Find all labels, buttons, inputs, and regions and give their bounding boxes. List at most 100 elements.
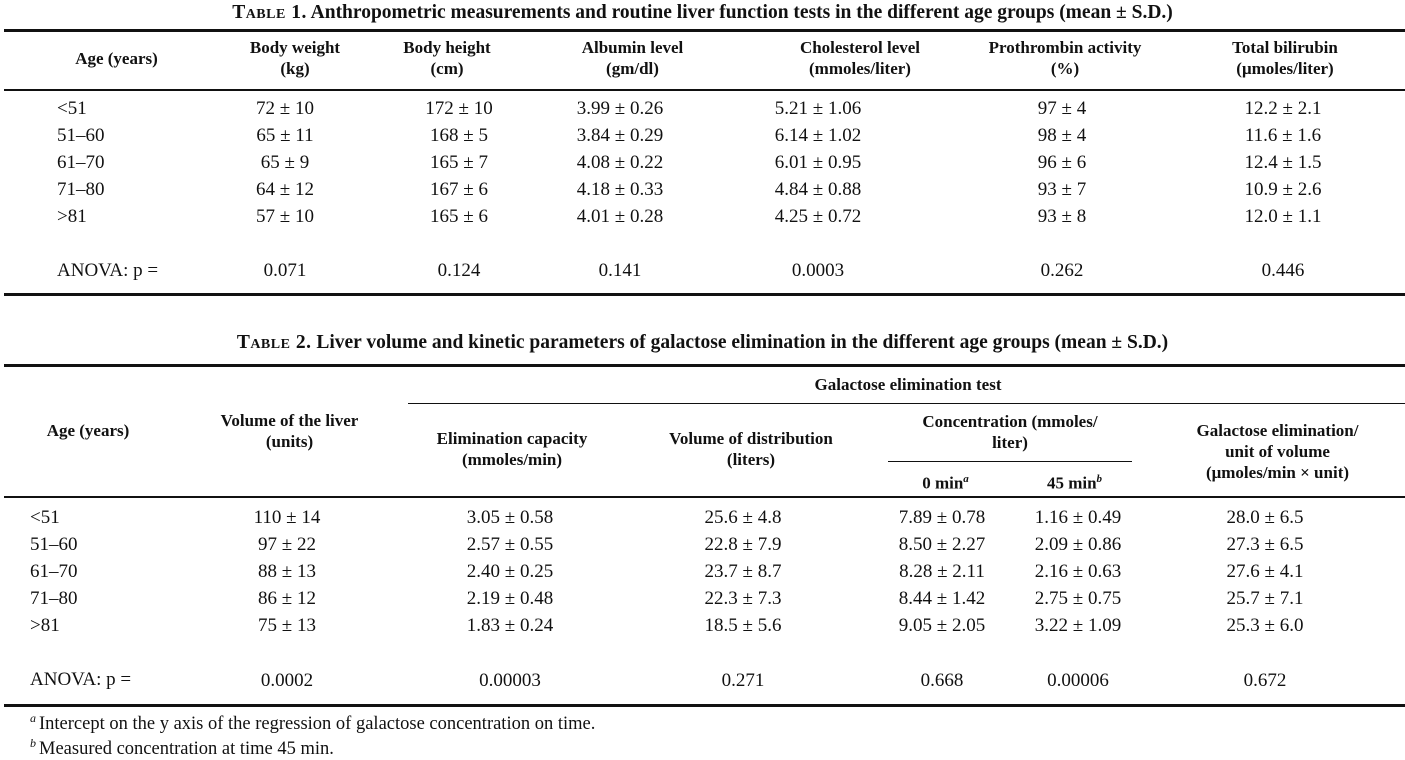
table1-cell: 4.84 ± 0.88 [774,179,862,200]
table1-cell: 4.18 ± 0.33 [576,179,664,200]
table2-cell: 86 ± 12 [258,588,316,609]
table1-cell: 12.0 ± 1.1 [1244,206,1322,227]
table1-caption-label: Table 1. [232,2,307,23]
table1-age-cell: <51 [57,98,87,119]
table2-age-cell: 51–60 [30,534,78,555]
table2-age-cell: 71–80 [30,588,78,609]
table1-header-2: Body height (cm) [403,38,491,78]
table1-cell: 96 ± 6 [1037,152,1087,173]
footnote-b: b Measured concentration at time 45 min. [30,736,334,760]
table1-header-4: Cholesterol level (mmoles/liter) [799,38,921,78]
table2-header-group: Galactose elimination test [814,375,1002,394]
table1-cell: 3.99 ± 0.26 [576,98,664,119]
table1-bottom-rule [4,293,1405,296]
table2-header-per-unit: Galactose elimination/ unit of volume (μ… [1196,421,1359,482]
table2-cell: 75 ± 13 [258,615,316,636]
table1-cell: 4.25 ± 0.72 [774,206,862,227]
table2-cell: 2.09 ± 0.86 [1034,534,1122,555]
table1-cell: 10.9 ± 2.6 [1244,179,1322,200]
table2-header-0min: 0 mina [922,473,969,493]
table1-cell: 172 ± 10 [425,98,493,119]
table2-header-concentration: Concentration (mmoles/ liter) [922,412,1098,452]
table2-bottom-rule [4,704,1405,707]
table2-cell: 27.6 ± 4.1 [1226,561,1304,582]
table1-caption-text: Anthropometric measurements and routine … [310,2,1173,23]
table1-header-1: Body weight (kg) [249,38,341,78]
table2-age-cell: <51 [30,507,60,528]
table2-header-45min: 45 minb [1046,473,1103,493]
table1-cell: 5.21 ± 1.06 [774,98,862,119]
table2-anova-cell: 0.00003 [479,670,541,691]
table1-age-cell: 51–60 [57,125,105,146]
table1-anova-cell: 0.071 [263,260,307,281]
table2-anova-cell: 0.672 [1243,670,1287,691]
table2-anova-label: ANOVA: p = [30,669,132,690]
table1-cell: 4.01 ± 0.28 [576,206,664,227]
table2-cell: 1.83 ± 0.24 [466,615,554,636]
table1-caption: Table 1. Anthropometric measurements and… [0,2,1405,24]
table1-cell: 165 ± 7 [430,152,488,173]
table1-age-cell: 71–80 [57,179,105,200]
table1-anova-cell: 0.446 [1261,260,1305,281]
table1-top-rule [4,29,1405,32]
table1-anova-cell: 0.141 [598,260,642,281]
table2-cell: 8.28 ± 2.11 [899,561,985,582]
table2-header-rule [4,496,1405,498]
table1-cell: 72 ± 10 [256,98,314,119]
table1-cell: 165 ± 6 [430,206,488,227]
table2-cell: 28.0 ± 6.5 [1226,507,1304,528]
table1-cell: 98 ± 4 [1037,125,1087,146]
table2-cell: 7.89 ± 0.78 [898,507,986,528]
table2-cell: 25.7 ± 7.1 [1226,588,1304,609]
table2-anova-cell: 0.668 [920,670,964,691]
table2-age-cell: >81 [30,615,60,636]
table2-cell: 22.8 ± 7.9 [704,534,782,555]
table1-cell: 97 ± 4 [1037,98,1087,119]
table2-cell: 25.6 ± 4.8 [704,507,782,528]
table1-header-6: Total bilirubin (μmoles/liter) [1232,38,1338,78]
table1-cell: 168 ± 5 [430,125,488,146]
table2-cell: 2.57 ± 0.55 [466,534,554,555]
table2-anova-cell: 0.00006 [1047,670,1109,691]
table1-cell: 65 ± 11 [256,125,314,146]
table1-anova-cell: 0.262 [1040,260,1084,281]
table2-header-distribution: Volume of distribution (liters) [669,429,833,469]
footnote-a: a Intercept on the y axis of the regressi… [30,711,596,735]
table2-caption-text: Liver volume and kinetic parameters of g… [316,332,1169,353]
table1-cell: 93 ± 7 [1037,179,1087,200]
table2-cell: 3.22 ± 1.09 [1034,615,1122,636]
table2-cell: 27.3 ± 6.5 [1226,534,1304,555]
table2-cell: 22.3 ± 7.3 [704,588,782,609]
table1-cell: 6.01 ± 0.95 [774,152,862,173]
table1-cell: 4.08 ± 0.22 [576,152,664,173]
table1-cell: 65 ± 9 [260,152,310,173]
table2-cell: 18.5 ± 5.6 [704,615,782,636]
table2-cell: 2.75 ± 0.75 [1034,588,1122,609]
table2-anova-cell: 0.271 [721,670,765,691]
table1-cell: 64 ± 12 [256,179,314,200]
table2-cell: 88 ± 13 [258,561,316,582]
table2-cell: 110 ± 14 [253,507,321,528]
table1-anova-cell: 0.0003 [791,260,845,281]
table2-header-age: Age (years) [46,421,130,440]
table1-cell: 12.4 ± 1.5 [1244,152,1322,173]
table2-caption: Table 2. Liver volume and kinetic parame… [0,332,1405,354]
table2-cell: 2.16 ± 0.63 [1034,561,1122,582]
table2-cell: 8.44 ± 1.42 [898,588,986,609]
table2-top-rule [4,364,1405,367]
table2-anova-cell: 0.0002 [260,670,314,691]
table1-age-cell: >81 [57,206,87,227]
table1-cell: 3.84 ± 0.29 [576,125,664,146]
table1-anova-cell: 0.124 [437,260,481,281]
table2-cell: 2.40 ± 0.25 [466,561,554,582]
table2-header-capacity: Elimination capacity (mmoles/min) [436,429,588,469]
table1-cell: 93 ± 8 [1037,206,1087,227]
table1-header-5: Prothrombin activity (%) [988,38,1142,78]
table1-header-3: Albumin level (gm/dl) [581,38,684,78]
table2-cell: 97 ± 22 [258,534,316,555]
table2-cell: 2.19 ± 0.48 [466,588,554,609]
table2-cell: 8.50 ± 2.27 [898,534,986,555]
table1-cell: 6.14 ± 1.02 [774,125,862,146]
table1-cell: 11.6 ± 1.6 [1244,125,1322,146]
table2-cell: 3.05 ± 0.58 [466,507,554,528]
